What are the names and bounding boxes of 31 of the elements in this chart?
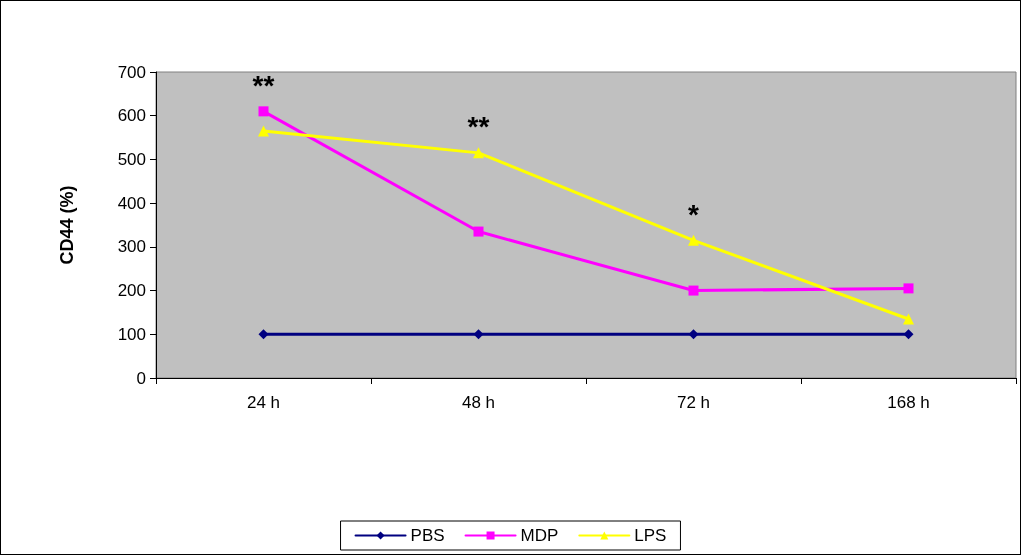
point bbox=[903, 313, 914, 325]
point bbox=[688, 234, 699, 246]
y-tick-label: 200 bbox=[117, 281, 146, 301]
x-tick-label: 24 h bbox=[246, 393, 281, 412]
point bbox=[258, 106, 269, 117]
x-tick-label: 168 h bbox=[887, 393, 930, 412]
x-tick-label: 72 h bbox=[676, 393, 711, 412]
legend-label: MDP bbox=[520, 526, 559, 545]
annotation: ** bbox=[252, 69, 275, 101]
annotation: * bbox=[688, 198, 700, 230]
y-tick-label: 500 bbox=[117, 149, 146, 169]
y-tick-label: 0 bbox=[136, 368, 146, 388]
point bbox=[258, 329, 269, 340]
x-tick-label: 48 h bbox=[461, 393, 496, 412]
y-axis-title: CD44 (%) bbox=[57, 185, 77, 265]
point bbox=[688, 329, 699, 340]
y-tick-label: 600 bbox=[117, 106, 146, 126]
y-tick-label: 400 bbox=[117, 193, 146, 213]
y-tick-label: 300 bbox=[117, 237, 146, 257]
point bbox=[688, 285, 699, 296]
point bbox=[903, 283, 914, 294]
annotation: ** bbox=[467, 111, 490, 143]
y-tick-label: 100 bbox=[117, 324, 146, 344]
point bbox=[473, 329, 484, 340]
y-tick-label: 700 bbox=[117, 62, 146, 82]
point bbox=[473, 226, 484, 237]
point bbox=[903, 329, 914, 340]
legend-label: LPS bbox=[634, 526, 667, 545]
point bbox=[473, 147, 484, 159]
point bbox=[258, 125, 269, 137]
legend-label: PBS bbox=[410, 526, 445, 545]
